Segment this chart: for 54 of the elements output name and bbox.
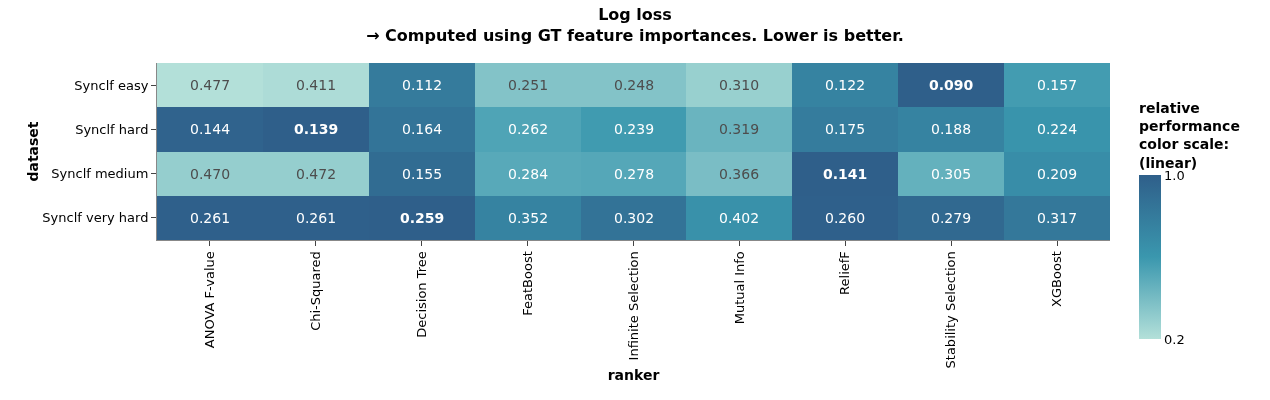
- color-bar-label: 0.2: [1164, 332, 1185, 348]
- annotation: 0.122: [825, 77, 866, 93]
- annotation: 0.239: [614, 121, 655, 137]
- annotation: 0.261: [296, 210, 337, 226]
- annotation: 0.141: [823, 166, 868, 182]
- annotation: 0.279: [931, 210, 972, 226]
- annotation: 0.472: [296, 166, 337, 182]
- annotation: 0.090: [929, 77, 974, 93]
- annotation: 0.188: [931, 121, 972, 137]
- annotation: 0.411: [296, 77, 337, 93]
- x-tick-label: ReliefF: [837, 251, 853, 295]
- annotation: 0.260: [825, 210, 866, 226]
- x-tick-label: Decision Tree: [413, 251, 429, 338]
- y-tick-label: Synclf medium: [51, 166, 149, 182]
- annotation: 0.155: [402, 166, 443, 182]
- annotation: 0.470: [190, 166, 231, 182]
- annotation: 0.209: [1037, 166, 1078, 182]
- x-tick-label: XGBoost: [1049, 251, 1065, 307]
- annotation: 0.302: [614, 210, 655, 226]
- annotation: 0.366: [719, 166, 760, 182]
- annotation: 0.305: [931, 166, 972, 182]
- annotation: 0.157: [1037, 77, 1078, 93]
- y-axis-title: dataset: [24, 121, 41, 182]
- chart-subtitle: → Computed using GT feature importances. Lower is better.: [366, 25, 904, 45]
- annotation: 0.139: [294, 121, 339, 137]
- annotation: 0.317: [1037, 210, 1078, 226]
- annotation: 0.310: [719, 77, 760, 93]
- annotation: 0.278: [614, 166, 655, 182]
- y-tick-label: Synclf easy: [74, 77, 149, 93]
- annotation: 0.144: [190, 121, 231, 137]
- annotation: 0.262: [508, 121, 549, 137]
- annotation: 0.112: [402, 77, 443, 93]
- annotation: 0.175: [825, 121, 866, 137]
- annotation: 0.259: [400, 210, 445, 226]
- x-tick-label: ANOVA F-value: [202, 251, 218, 349]
- annotation: 0.477: [190, 77, 231, 93]
- x-tick-label: Infinite Selection: [625, 251, 641, 361]
- x-tick-label: Mutual Info: [731, 251, 747, 325]
- annotation: 0.164: [402, 121, 443, 137]
- y-tick-label: Synclf very hard: [42, 210, 149, 226]
- x-tick-label: Chi-Squared: [308, 251, 324, 331]
- x-tick-label: FeatBoost: [519, 251, 535, 316]
- annotation: 0.352: [508, 210, 549, 226]
- annotation: 0.248: [614, 77, 655, 93]
- annotation: 0.224: [1037, 121, 1078, 137]
- chart-title: Log loss: [598, 5, 672, 24]
- x-axis-title: ranker: [607, 366, 660, 383]
- x-tick-label: Stability Selection: [943, 251, 959, 369]
- y-tick-label: Synclf hard: [75, 121, 149, 137]
- annotation: 0.261: [190, 210, 231, 226]
- annotation: 0.284: [508, 166, 549, 182]
- annotation: 0.402: [719, 210, 760, 226]
- annotation: 0.319: [719, 121, 760, 137]
- annotation: 0.251: [508, 77, 549, 93]
